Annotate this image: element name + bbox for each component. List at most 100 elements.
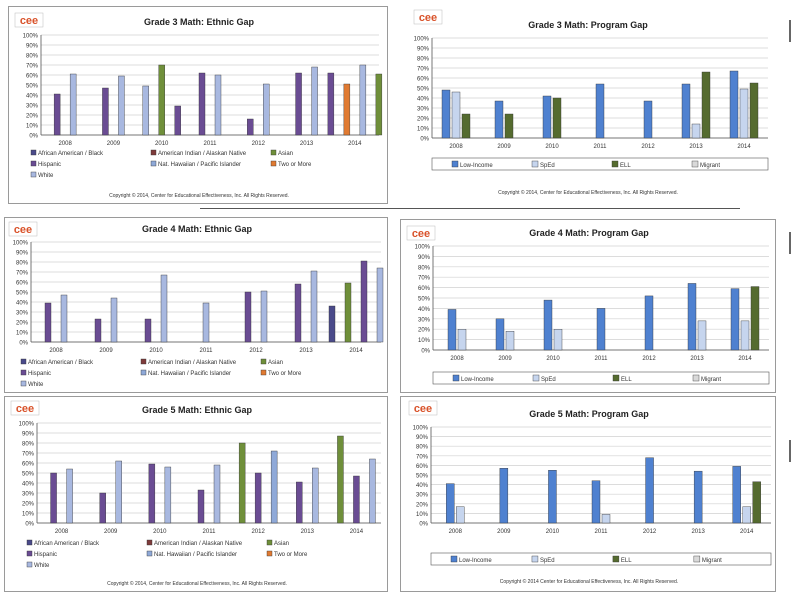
x-tick-label: 2014 xyxy=(738,356,752,362)
bar xyxy=(701,71,711,139)
y-tick-label: 70% xyxy=(416,454,429,460)
bar xyxy=(645,457,654,524)
x-tick-label: 2011 xyxy=(595,529,609,535)
x-tick-label: 2013 xyxy=(689,144,703,150)
bar xyxy=(160,274,168,343)
legend-label: African American / Black xyxy=(34,541,100,547)
x-tick-label: 2012 xyxy=(643,529,657,535)
bar xyxy=(202,302,210,343)
bar xyxy=(456,506,465,524)
cee-logo: cee xyxy=(10,400,40,416)
y-tick-label: 30% xyxy=(16,311,29,317)
legend-swatch xyxy=(146,550,153,557)
y-tick-label: 50% xyxy=(16,291,29,297)
x-tick-label: 2012 xyxy=(641,144,655,150)
legend-swatch xyxy=(270,149,277,156)
legend-label: Low-Income xyxy=(460,163,493,169)
legend-label: Hispanic xyxy=(34,552,57,558)
x-tick-label: 2009 xyxy=(107,141,121,147)
logo-text: cee xyxy=(20,15,38,27)
legend-swatch xyxy=(532,374,540,382)
bar xyxy=(110,297,118,343)
bar xyxy=(749,82,759,139)
y-tick-label: 90% xyxy=(416,435,429,441)
x-tick-label: 2014 xyxy=(350,529,364,535)
logo-text: cee xyxy=(419,12,437,24)
bar xyxy=(595,83,605,139)
y-tick-label: 60% xyxy=(26,74,39,80)
bar xyxy=(691,123,701,139)
x-tick-label: 2011 xyxy=(594,144,608,150)
y-tick-label: 60% xyxy=(22,462,35,468)
x-tick-label: 2010 xyxy=(546,356,560,362)
bar xyxy=(360,260,368,343)
chart-panel-grade4-program: cee Grade 4 Math: Program Gap 100% 90% 80% 70… xyxy=(400,219,776,393)
legend-swatch xyxy=(20,369,27,376)
legend-label: SpEd xyxy=(541,377,556,383)
legend-swatch xyxy=(26,550,33,557)
cee-logo: cee xyxy=(14,12,44,28)
y-tick-label: 10% xyxy=(16,331,29,337)
bar xyxy=(344,282,352,343)
chart-panel-grade3-ethnic: cee Grade 3 Math: Ethnic Gap 100% 90% 80% 70%… xyxy=(8,6,388,204)
y-tick-label: 0% xyxy=(421,349,430,355)
legend-swatch xyxy=(693,555,701,563)
y-tick-label: 100% xyxy=(19,422,35,428)
bar xyxy=(643,100,653,139)
bar xyxy=(552,97,562,139)
bar xyxy=(254,472,262,524)
legend-label: American Indian / Alaskan Native xyxy=(154,541,243,547)
x-tick-label: 2014 xyxy=(740,529,754,535)
y-tick-label: 70% xyxy=(16,271,29,277)
bar xyxy=(296,481,303,524)
bar xyxy=(376,267,384,343)
logo-text: cee xyxy=(414,403,432,415)
logo-box xyxy=(8,221,38,237)
y-tick-label: 50% xyxy=(26,84,39,90)
bar xyxy=(312,467,319,524)
bar xyxy=(495,318,505,351)
bar xyxy=(69,73,77,136)
chart-svg: cee Grade 5 Math: Program Gap 100% 90% 80% 70… xyxy=(408,400,772,585)
legend-swatch xyxy=(30,171,37,178)
legend-label: African American / Black xyxy=(38,151,104,157)
legend-label: Asian xyxy=(278,151,293,157)
legend-box xyxy=(431,157,769,171)
legend-swatch xyxy=(450,555,458,563)
logo-text: cee xyxy=(14,224,32,236)
legend-swatch xyxy=(270,160,277,167)
x-tick-label: 2008 xyxy=(449,144,463,150)
scrollbar-edge xyxy=(789,20,791,42)
bar xyxy=(504,113,514,139)
bar xyxy=(270,450,278,524)
x-tick-label: 2011 xyxy=(200,348,214,354)
x-tick-label: 2009 xyxy=(497,144,511,150)
y-tick-label: 0% xyxy=(419,522,428,528)
bar xyxy=(494,100,504,139)
chart-title: Grade 3 Math: Program Gap xyxy=(528,20,648,30)
y-tick-label: 0% xyxy=(25,522,34,528)
x-tick-label: 2012 xyxy=(252,141,266,147)
bar xyxy=(260,290,268,343)
bar xyxy=(740,320,750,351)
bar xyxy=(359,64,367,136)
bar xyxy=(44,302,52,343)
logo-text: cee xyxy=(16,403,34,415)
legend-swatch xyxy=(611,160,619,168)
bar xyxy=(375,73,383,136)
legend-swatch xyxy=(266,550,273,557)
logo-box xyxy=(413,9,443,25)
y-tick-label: 30% xyxy=(22,492,35,498)
bar xyxy=(311,66,318,136)
legend-label: ELL xyxy=(621,558,632,564)
legend-label: American Indian / Alaskan Native xyxy=(148,360,237,366)
y-tick-label: 40% xyxy=(26,94,39,100)
x-tick-label: 2008 xyxy=(55,529,69,535)
x-tick-label: 2013 xyxy=(301,529,315,535)
y-tick-label: 60% xyxy=(16,281,29,287)
y-tick-label: 20% xyxy=(417,117,430,123)
logo-text: cee xyxy=(412,228,430,240)
legend-label: African American / Black xyxy=(28,360,94,366)
logo-box xyxy=(406,225,436,241)
y-tick-label: 0% xyxy=(29,134,38,140)
